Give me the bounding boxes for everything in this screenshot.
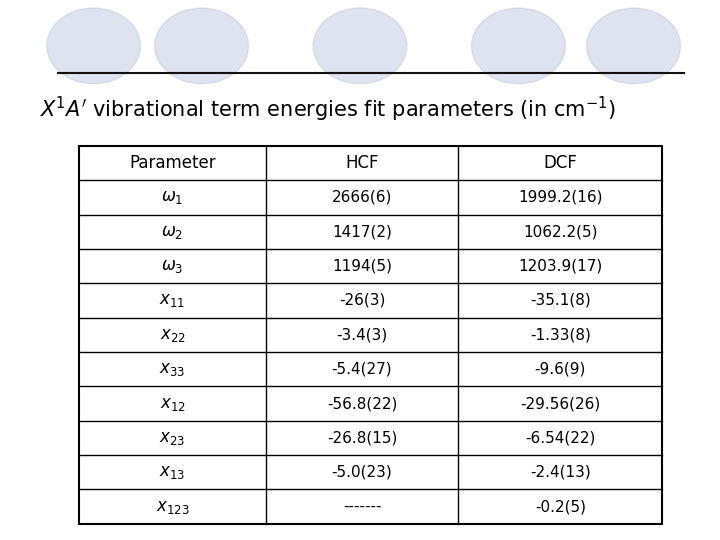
Text: -29.56(26): -29.56(26)	[521, 396, 600, 411]
Text: 2666(6): 2666(6)	[332, 190, 392, 205]
Text: $\it{X}$$^1$$\it{A'}$ vibrational term energies fit parameters (in cm$^{-1}$): $\it{X}$$^1$$\it{A'}$ vibrational term e…	[40, 94, 616, 124]
Text: -56.8(22): -56.8(22)	[327, 396, 397, 411]
Text: $x_{33}$: $x_{33}$	[159, 360, 186, 378]
Text: 1999.2(16): 1999.2(16)	[518, 190, 603, 205]
Text: $x_{22}$: $x_{22}$	[160, 326, 186, 344]
Ellipse shape	[313, 8, 407, 84]
Text: -5.4(27): -5.4(27)	[332, 362, 392, 377]
Ellipse shape	[155, 8, 248, 84]
Text: 1203.9(17): 1203.9(17)	[518, 259, 603, 274]
Ellipse shape	[472, 8, 565, 84]
Text: $x_{23}$: $x_{23}$	[159, 429, 186, 447]
Text: 1062.2(5): 1062.2(5)	[523, 224, 598, 239]
Text: $x_{11}$: $x_{11}$	[160, 292, 186, 309]
Text: Parameter: Parameter	[129, 154, 216, 172]
Text: $\omega_3$: $\omega_3$	[161, 257, 184, 275]
Text: 1417(2): 1417(2)	[332, 224, 392, 239]
Text: $\omega_2$: $\omega_2$	[161, 222, 184, 241]
Text: -2.4(13): -2.4(13)	[530, 465, 590, 480]
Text: DCF: DCF	[544, 154, 577, 172]
Text: $x_{12}$: $x_{12}$	[160, 395, 186, 413]
Text: -9.6(9): -9.6(9)	[535, 362, 586, 377]
Bar	[79, 146, 662, 524]
Text: -------: -------	[343, 499, 382, 514]
Text: $\omega_1$: $\omega_1$	[161, 188, 184, 206]
Text: $x_{13}$: $x_{13}$	[159, 463, 186, 481]
Text: 1194(5): 1194(5)	[332, 259, 392, 274]
Text: HCF: HCF	[346, 154, 379, 172]
Text: -5.0(23): -5.0(23)	[332, 465, 392, 480]
Ellipse shape	[587, 8, 680, 84]
Text: -0.2(5): -0.2(5)	[535, 499, 586, 514]
Text: -3.4(3): -3.4(3)	[336, 327, 387, 342]
Text: -1.33(8): -1.33(8)	[530, 327, 591, 342]
Text: -26(3): -26(3)	[339, 293, 385, 308]
Text: -6.54(22): -6.54(22)	[525, 430, 595, 445]
Text: -35.1(8): -35.1(8)	[530, 293, 590, 308]
Text: -26.8(15): -26.8(15)	[327, 430, 397, 445]
Ellipse shape	[47, 8, 140, 84]
Text: $x_{123}$: $x_{123}$	[156, 498, 189, 516]
